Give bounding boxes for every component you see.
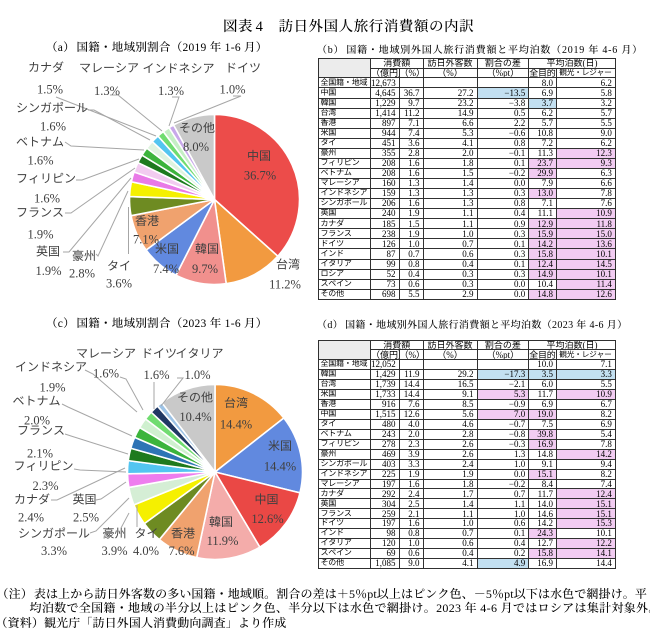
- svg-text:フランス: フランス: [17, 424, 65, 438]
- svg-text:インドネシア: インドネシア: [15, 360, 87, 374]
- svg-text:カナダ: カナダ: [14, 492, 50, 506]
- svg-text:台湾: 台湾: [224, 396, 248, 410]
- svg-text:9.7%: 9.7%: [192, 262, 218, 276]
- svg-text:3.6%: 3.6%: [106, 276, 132, 290]
- svg-text:1.9%: 1.9%: [39, 381, 65, 395]
- svg-text:マレーシア: マレーシア: [79, 61, 139, 75]
- svg-text:7.6%: 7.6%: [168, 544, 194, 558]
- svg-text:7.1%: 7.1%: [133, 233, 159, 247]
- svg-text:4.0%: 4.0%: [133, 544, 159, 558]
- svg-text:カナダ: カナダ: [28, 61, 64, 75]
- svg-text:英国: 英国: [36, 244, 60, 258]
- svg-text:3.9%: 3.9%: [101, 544, 127, 558]
- svg-text:14.4%: 14.4%: [220, 417, 252, 431]
- svg-text:イタリア: イタリア: [175, 346, 223, 360]
- svg-text:韓国: 韓国: [209, 515, 233, 529]
- svg-text:ベトナム: ベトナム: [16, 135, 64, 149]
- svg-text:フィリピン: フィリピン: [16, 171, 76, 185]
- svg-text:フィリピン: フィリピン: [13, 459, 73, 473]
- svg-text:中国: 中国: [254, 492, 278, 506]
- svg-text:シンガポール: シンガポール: [18, 526, 90, 540]
- svg-text:シンガポール: シンガポール: [16, 101, 88, 115]
- svg-text:1.9%: 1.9%: [27, 227, 53, 241]
- svg-text:36.7%: 36.7%: [244, 169, 276, 183]
- svg-text:12.6%: 12.6%: [251, 512, 283, 526]
- svg-text:1.0%: 1.0%: [184, 368, 210, 382]
- svg-text:1.0%: 1.0%: [219, 82, 245, 96]
- svg-text:フランス: フランス: [16, 206, 64, 220]
- svg-text:1.6%: 1.6%: [93, 367, 119, 381]
- svg-text:中国: 中国: [247, 149, 271, 163]
- svg-text:1.6%: 1.6%: [40, 119, 66, 133]
- svg-text:3.3%: 3.3%: [41, 544, 67, 558]
- svg-text:1.5%: 1.5%: [37, 82, 63, 96]
- svg-text:2.5%: 2.5%: [73, 510, 99, 524]
- svg-text:1.6%: 1.6%: [143, 368, 169, 382]
- svg-text:2.8%: 2.8%: [69, 266, 95, 280]
- svg-text:ドイツ: ドイツ: [225, 61, 261, 75]
- svg-text:10.4%: 10.4%: [179, 410, 211, 424]
- svg-text:台湾: 台湾: [276, 258, 300, 272]
- svg-text:2.0%: 2.0%: [24, 414, 50, 428]
- svg-text:英国: 英国: [72, 492, 96, 506]
- svg-text:米国: 米国: [268, 439, 292, 453]
- svg-text:1.9%: 1.9%: [35, 264, 61, 278]
- svg-text:韓国: 韓国: [195, 242, 219, 256]
- svg-text:インドネシア: インドネシア: [142, 62, 214, 76]
- svg-text:その他: その他: [177, 390, 213, 404]
- svg-text:2.1%: 2.1%: [27, 446, 53, 460]
- svg-text:8.0%: 8.0%: [183, 140, 209, 154]
- svg-text:豪州: 豪州: [102, 526, 126, 540]
- svg-text:7.4%: 7.4%: [153, 262, 179, 276]
- svg-text:14.4%: 14.4%: [264, 459, 296, 473]
- svg-text:香港: 香港: [135, 214, 159, 228]
- svg-text:タイ: タイ: [134, 526, 158, 540]
- svg-text:香港: 香港: [171, 526, 195, 540]
- svg-text:2.3%: 2.3%: [32, 479, 58, 493]
- svg-text:タイ: タイ: [107, 259, 131, 273]
- svg-text:マレーシア: マレーシア: [76, 347, 136, 361]
- svg-text:2.4%: 2.4%: [18, 510, 44, 524]
- svg-text:米国: 米国: [155, 242, 179, 256]
- svg-text:ドイツ: ドイツ: [141, 346, 177, 360]
- svg-text:1.3%: 1.3%: [94, 84, 120, 98]
- svg-text:11.9%: 11.9%: [207, 534, 239, 548]
- svg-text:1.6%: 1.6%: [34, 192, 60, 206]
- svg-text:1.6%: 1.6%: [27, 154, 53, 168]
- svg-text:その他: その他: [179, 121, 215, 135]
- svg-text:豪州: 豪州: [72, 249, 96, 263]
- svg-text:ベトナム: ベトナム: [12, 394, 60, 408]
- svg-text:1.3%: 1.3%: [158, 84, 184, 98]
- svg-text:11.2%: 11.2%: [269, 278, 301, 292]
